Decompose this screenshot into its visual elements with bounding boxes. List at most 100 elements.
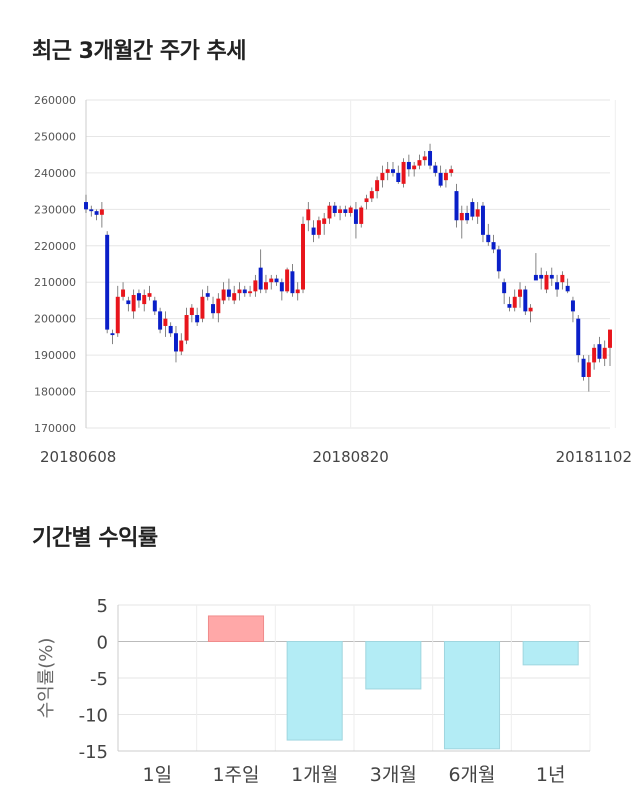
candle-body: [311, 227, 316, 235]
candle: [168, 322, 173, 337]
candle: [338, 205, 343, 221]
return-bar: [443, 641, 501, 750]
candle: [136, 289, 141, 308]
candle: [528, 304, 533, 323]
candle: [549, 267, 554, 286]
candle-body: [560, 274, 565, 283]
price-trend-title: 최근 3개월간 주가 추세: [32, 39, 246, 64]
candle: [433, 161, 438, 177]
candle-body: [279, 282, 284, 292]
candle-body: [237, 289, 242, 294]
candle: [195, 307, 200, 326]
candle: [285, 267, 290, 294]
candle: [428, 143, 433, 170]
candle: [242, 285, 247, 297]
candle: [406, 154, 411, 177]
candlestick-chart: 170000 180000 190000 200000 210000 220000 2300…: [34, 94, 632, 466]
candle-body: [163, 318, 168, 326]
candle: [311, 220, 316, 243]
candle: [142, 289, 147, 312]
candle: [480, 202, 485, 243]
candle: [369, 187, 374, 203]
candle: [332, 202, 337, 217]
candle: [99, 202, 104, 228]
candle: [173, 325, 178, 363]
candle-body: [258, 267, 263, 290]
candle-body: [491, 242, 496, 250]
candle: [443, 169, 448, 188]
candle: [200, 289, 205, 323]
candle: [539, 267, 544, 290]
candle-body: [465, 212, 470, 221]
candle-body: [274, 278, 279, 283]
candle: [608, 329, 612, 367]
candle: [110, 329, 115, 345]
candle-body: [94, 211, 99, 215]
candle-body: [126, 300, 131, 305]
candle: [581, 355, 586, 381]
candle-body: [269, 278, 274, 283]
candle-body: [343, 209, 348, 213]
candle-body: [581, 358, 586, 377]
candle-x-tick-label: 20180820: [312, 448, 388, 466]
candle-body: [285, 269, 290, 292]
candle: [322, 212, 327, 235]
candle-body: [533, 274, 538, 281]
candle-body: [142, 294, 147, 305]
candle: [131, 289, 136, 319]
candle-body: [115, 296, 120, 334]
candle: [391, 161, 395, 177]
returns-title: 기간별 수익률: [32, 526, 158, 551]
candle: [502, 278, 507, 305]
candle-body: [195, 315, 200, 323]
candle-grid: [85, 99, 616, 429]
candle-body: [512, 296, 517, 308]
candle: [205, 285, 210, 301]
candle: [454, 183, 459, 228]
candle-y-tick-label: 250000: [34, 130, 76, 143]
candle: [221, 282, 226, 305]
candle-body: [602, 347, 607, 359]
candle: [121, 282, 126, 301]
candle-body: [539, 274, 544, 279]
candle-body: [211, 304, 216, 314]
candle-body: [438, 172, 443, 186]
bar-grid: [117, 604, 591, 752]
bar-y-tick-label: -15: [79, 742, 108, 763]
return-bar: [286, 641, 343, 741]
candle: [152, 296, 157, 316]
candle-body: [549, 274, 554, 279]
bar-y-tick-label: 0: [97, 633, 108, 654]
candle: [602, 340, 607, 367]
candle-body: [570, 300, 575, 312]
candle-y-tick-label: 180000: [34, 386, 76, 399]
candle: [163, 311, 168, 337]
candle-body: [496, 249, 501, 272]
bar-y-tick-label: 5: [97, 596, 108, 617]
bar-x-tick-label: 1주일: [212, 764, 259, 786]
candle-body: [131, 294, 136, 312]
candle-body: [391, 169, 395, 173]
candle: [147, 285, 152, 301]
candle: [269, 274, 274, 290]
return-bar: [522, 641, 579, 666]
candle: [258, 249, 263, 294]
candle-body: [205, 293, 210, 297]
candle-body: [443, 172, 448, 181]
candle-y-tick-label: 230000: [34, 203, 76, 216]
candle-body: [592, 347, 597, 363]
candle: [226, 278, 231, 301]
candle: [438, 165, 443, 188]
candle-body: [459, 212, 464, 221]
candle: [449, 165, 454, 177]
candle: [364, 194, 369, 210]
candle-y-tick-label: 220000: [34, 240, 76, 253]
candle-body: [608, 329, 612, 348]
candle: [576, 315, 581, 363]
candle-body: [189, 307, 194, 316]
candle-body: [158, 311, 163, 330]
candle-body: [338, 209, 343, 213]
candle: [290, 264, 295, 297]
candle-body: [385, 169, 390, 173]
